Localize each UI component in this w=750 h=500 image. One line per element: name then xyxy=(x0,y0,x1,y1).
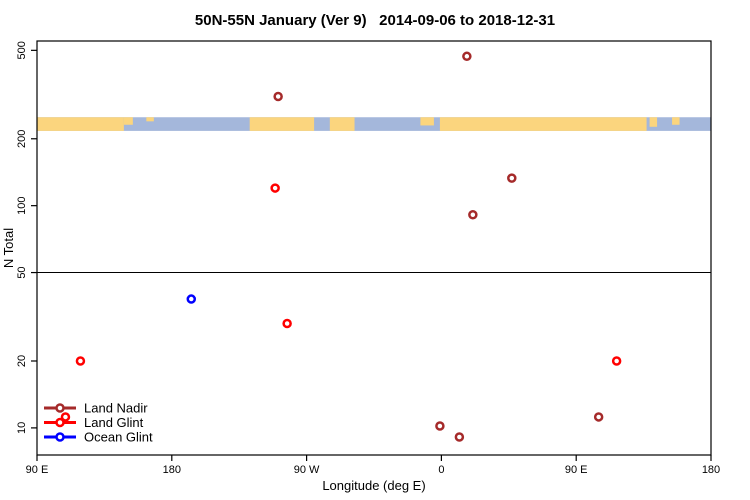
map-band-land-patch xyxy=(123,117,133,125)
map-band-land-segment xyxy=(249,117,315,131)
y-tick-label: 10 xyxy=(16,422,28,434)
legend-marker xyxy=(55,432,65,442)
data-point xyxy=(462,51,472,62)
data-point xyxy=(435,421,445,431)
x-tick-label: 180 xyxy=(163,464,181,476)
y-tick-label: 20 xyxy=(16,355,28,367)
map-band-land-patch xyxy=(672,117,680,125)
plot-border xyxy=(36,40,712,456)
y-tick-label: 100 xyxy=(16,196,28,214)
x-tick-label: 90 E xyxy=(565,464,588,476)
legend-label: Ocean Glint xyxy=(84,430,153,445)
x-tick-label: 0 xyxy=(438,464,444,476)
legend-marker xyxy=(55,417,65,428)
x-tick-label: 180 xyxy=(702,464,720,476)
map-band-land-patch xyxy=(146,117,154,122)
y-tick-label: 500 xyxy=(16,41,28,59)
map-band-land-segment xyxy=(37,117,124,131)
x-tick-label: 90 W xyxy=(294,464,320,476)
data-point xyxy=(468,210,478,220)
data-point xyxy=(270,183,280,193)
chart-title: 50N-55N January (Ver 9) 2014-09-06 to 20… xyxy=(194,12,556,29)
data-point xyxy=(282,318,292,329)
legend-label: Land Nadir xyxy=(84,401,148,416)
data-point xyxy=(593,412,604,422)
legend-label: Land Glint xyxy=(84,415,144,430)
y-tick-label: 200 xyxy=(16,130,28,148)
x-tick-label: 90 E xyxy=(26,464,49,476)
data-point xyxy=(273,91,283,102)
data-point xyxy=(186,294,197,304)
data-point xyxy=(507,173,517,183)
map-band-land-segment xyxy=(329,117,355,131)
y-axis-title: N Total xyxy=(1,228,16,268)
data-point xyxy=(60,412,71,422)
data-point xyxy=(75,356,86,366)
x-axis-title: Longitude (deg E) xyxy=(322,478,425,493)
data-point xyxy=(454,432,465,442)
data-point xyxy=(611,356,622,366)
map-band-land-segment xyxy=(439,117,647,131)
y-tick-label: 50 xyxy=(16,266,28,278)
legend-marker xyxy=(55,403,65,413)
map-band-land-patch xyxy=(649,117,658,127)
map-band-land-patch xyxy=(420,117,434,126)
